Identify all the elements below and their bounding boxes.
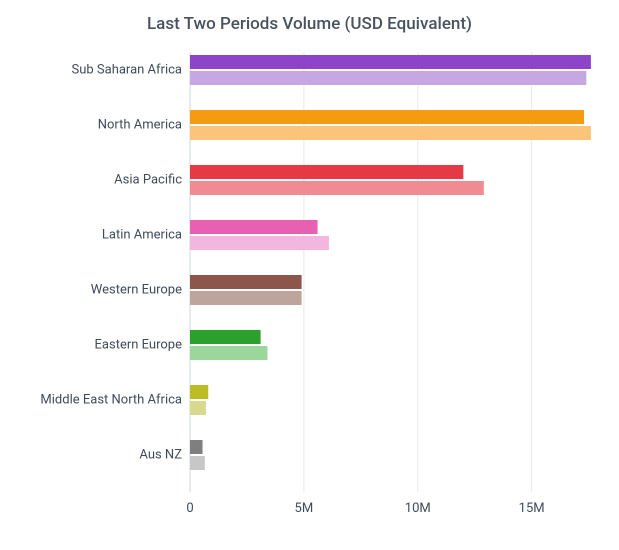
bar	[190, 346, 267, 360]
x-tick-label: 5M	[295, 501, 314, 516]
bar	[190, 165, 463, 179]
bar	[190, 220, 318, 234]
category-label: Middle East North Africa	[0, 393, 190, 408]
bar	[190, 71, 586, 85]
bar	[190, 236, 329, 250]
bar	[190, 440, 203, 454]
x-tick-label: 10M	[405, 501, 431, 516]
volume-chart: Last Two Periods Volume (USD Equivalent)…	[0, 0, 619, 550]
bar	[190, 291, 302, 305]
category-label: Sub Saharan Africa	[0, 63, 190, 78]
category-label: Latin America	[0, 228, 190, 243]
bar	[190, 55, 591, 69]
bar	[190, 385, 208, 399]
bar	[190, 181, 484, 195]
bar	[190, 401, 206, 415]
chart-title: Last Two Periods Volume (USD Equivalent)	[0, 14, 619, 34]
category-label: Western Europe	[0, 283, 190, 298]
category-label: Aus NZ	[0, 448, 190, 463]
chart-plot: 0 5M 10M 15M Sub Saharan Africa North Americ…	[0, 44, 619, 524]
category-label: North America	[0, 118, 190, 133]
bar	[190, 330, 261, 344]
x-tick-label: 15M	[519, 501, 545, 516]
bar	[190, 126, 591, 140]
bar	[190, 110, 584, 124]
bar	[190, 456, 205, 470]
x-tick-label: 0	[186, 501, 193, 516]
category-label: Asia Pacific	[0, 173, 190, 188]
bar	[190, 275, 302, 289]
category-label: Eastern Europe	[0, 338, 190, 353]
